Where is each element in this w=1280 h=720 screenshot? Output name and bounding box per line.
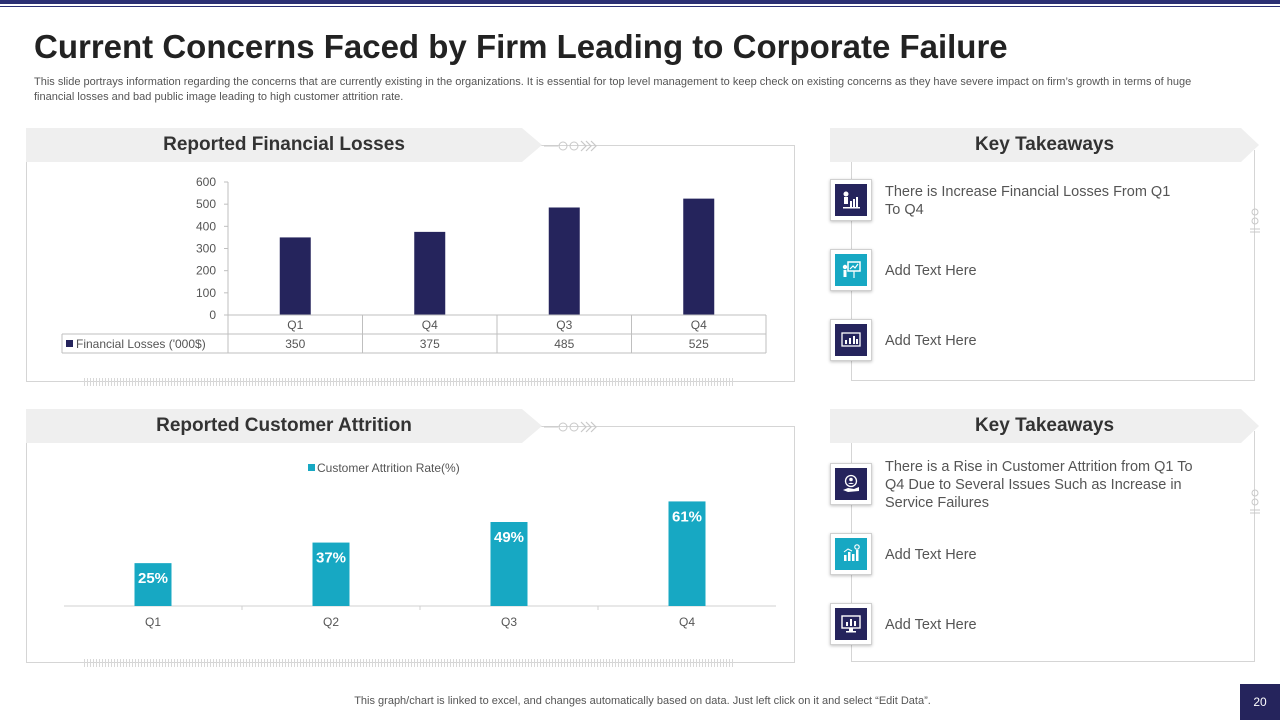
page-number: 20 [1240, 684, 1280, 720]
financial-x-tick-label: Q3 [556, 318, 572, 332]
financial-bar [414, 231, 446, 315]
attrition-legend-label: Customer Attrition Rate(%) [317, 461, 460, 475]
takeaway-top-1-text: There is Increase Financial Losses From … [885, 184, 1171, 218]
financial-bar [683, 198, 715, 315]
financial-y-tick-label: 300 [196, 242, 216, 256]
monitor-chart-icon [841, 615, 861, 633]
attrition-bar [490, 522, 528, 606]
financial-x-tick-label: Q1 [287, 318, 303, 332]
top-accent-bar [0, 0, 1280, 4]
attrition-x-tick-label: Q1 [145, 615, 161, 629]
attrition-x-tick-label: Q4 [679, 615, 695, 629]
attrition-hatch-decoration [84, 659, 734, 667]
attrition-panel-title: Reported Customer Attrition [26, 409, 542, 443]
financial-y-tick-label: 200 [196, 264, 216, 278]
takeaway-bottom-3-text: Add Text Here [885, 617, 977, 633]
financial-table-value: 350 [285, 337, 305, 351]
takeaway-top-3-icon-box [830, 319, 872, 361]
takeaways-bottom-dots-icon [1250, 489, 1260, 514]
attrition-data-label: 49% [494, 529, 524, 546]
financial-x-tick-label: Q4 [422, 318, 438, 332]
financial-y-tick-label: 100 [196, 286, 216, 300]
presenter-board-icon [842, 261, 861, 278]
attrition-data-label: 25% [138, 570, 168, 587]
financial-table-value: 525 [689, 337, 709, 351]
footer-note: This graph/chart is linked to excel, and… [354, 695, 931, 707]
financial-x-tick-label: Q4 [691, 318, 707, 332]
financial-connector-icon [544, 140, 597, 152]
growth-chart-icon [843, 544, 860, 561]
bar-chart-icon [841, 332, 861, 347]
attrition-legend-swatch [308, 464, 315, 471]
attrition-x-tick-label: Q3 [501, 615, 517, 629]
takeaway-top-3-text: Add Text Here [885, 333, 977, 349]
takeaway-top-1-icon-box [830, 179, 872, 221]
financial-hatch-decoration [84, 378, 734, 386]
financial-legend-swatch [66, 340, 73, 347]
slide-title: Current Concerns Faced by Firm Leading t… [34, 28, 1008, 65]
financial-y-tick-label: 600 [196, 175, 216, 189]
financial-bar [548, 207, 580, 315]
takeaway-bottom-2-text: Add Text Here [885, 547, 977, 563]
customer-hand-icon [843, 474, 859, 492]
financial-table-value: 375 [420, 337, 440, 351]
takeaways-top-dots-icon [1250, 208, 1260, 233]
takeaway-bottom-3-icon-box [830, 603, 872, 645]
takeaway-top-2-text: Add Text Here [885, 263, 977, 279]
presentation-chart-icon [843, 191, 860, 209]
attrition-data-label: 37% [316, 550, 346, 567]
slide-subtitle: This slide portrays information regardin… [34, 76, 1192, 103]
financial-bar [279, 237, 311, 315]
financial-table-value: 485 [554, 337, 574, 351]
takeaways-bottom-title: Key Takeaways [830, 409, 1259, 443]
financial-legend-label: Financial Losses ('000$) [76, 337, 206, 351]
takeaway-bottom-2-icon-box [830, 533, 872, 575]
takeaway-bottom-1-icon-box [830, 463, 872, 505]
attrition-bar [312, 542, 350, 606]
attrition-bar [668, 501, 706, 606]
top-accent-line [0, 6, 1280, 7]
takeaways-top-title: Key Takeaways [830, 128, 1259, 162]
attrition-connector-icon [544, 421, 597, 433]
attrition-bar [134, 563, 172, 606]
customer-attrition-chart[interactable]: Customer Attrition Rate(%) 25% Q1 37% Q2 49% Q… [0, 0, 800, 700]
attrition-x-tick-label: Q2 [323, 615, 339, 629]
takeaway-top-2-icon-box [830, 249, 872, 291]
financial-y-tick-label: 0 [209, 308, 216, 322]
financial-y-tick-label: 500 [196, 197, 216, 211]
financial-panel-title: Reported Financial Losses [26, 128, 542, 162]
financial-losses-chart[interactable]: 0 100 200 300 400 500 600 Q1 350 Q4 375 Q3 485 Q4 525 F… [0, 0, 800, 400]
financial-y-tick-label: 400 [196, 219, 216, 233]
attrition-data-label: 61% [672, 508, 702, 525]
takeaway-bottom-1-text: There is a Rise in Customer Attrition fr… [885, 459, 1193, 511]
